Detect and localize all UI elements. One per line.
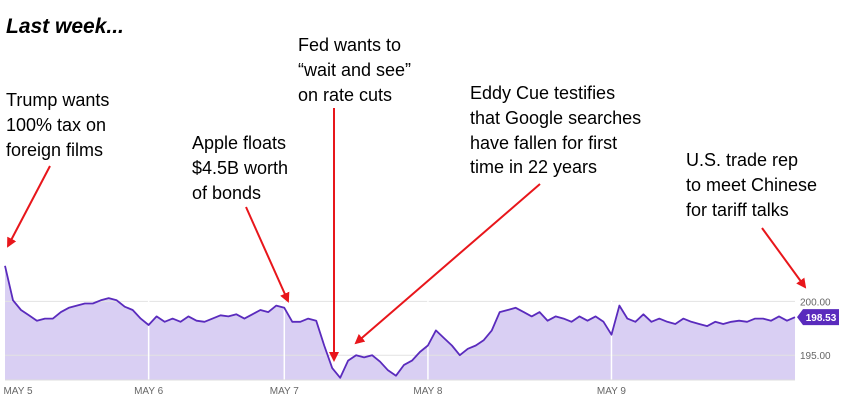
area — [5, 265, 795, 380]
arrow — [245, 206, 290, 303]
annotation-line: 100% tax on — [6, 115, 106, 135]
x-tick-label: MAY 8 — [413, 386, 443, 397]
annotation-line: Eddy Cue testifies — [470, 83, 615, 103]
annotation: U.S. trade rep to meet Chinese for tarif… — [686, 150, 822, 289]
arrow — [761, 227, 807, 289]
annotation-line: for tariff talks — [686, 200, 789, 220]
annotation-line: time in 22 years — [470, 157, 597, 177]
y-tick-label: 195.00 — [800, 351, 831, 362]
x-tick-label: MAY 9 — [597, 386, 627, 397]
annotation-line: to meet Chinese — [686, 175, 817, 195]
annotation-line: “wait and see” — [298, 60, 411, 80]
annotation-text: Apple floats $4.5B worth of bonds — [192, 133, 293, 203]
annotation-line: U.S. trade rep — [686, 150, 798, 170]
annotation-text: Trump wants 100% tax on foreign films — [6, 90, 114, 160]
annotation-line: have fallen for first — [470, 133, 617, 153]
annotation-line: $4.5B worth — [192, 158, 288, 178]
line — [4, 265, 796, 379]
x-tick-label: MAY 5 — [3, 386, 33, 397]
annotation: Eddy Cue testifies that Google searches … — [354, 83, 646, 345]
x-tick-label: MAY 7 — [270, 386, 300, 397]
arrow — [354, 183, 541, 345]
price-label: 198.53 — [806, 313, 837, 324]
arrow — [7, 165, 51, 248]
x-tick-label: MAY 6 — [134, 386, 164, 397]
price-badge — [797, 309, 839, 326]
annotation-text: U.S. trade rep to meet Chinese for tarif… — [686, 150, 822, 220]
annotation: Trump wants 100% tax on foreign films — [6, 90, 114, 248]
plot: 195.00 200.00 MAY 5 MAY 6 MAY 7 MAY 8 MAY 9 198… — [3, 255, 839, 397]
annotation-text: Eddy Cue testifies that Google searches … — [470, 83, 646, 177]
annotation-line: Apple floats — [192, 133, 286, 153]
annotation-line: Fed wants to — [298, 35, 401, 55]
chart-title: Last week... — [6, 15, 124, 38]
annotation: Fed wants to “wait and see” on rate cuts — [298, 35, 416, 362]
annotation-line: on rate cuts — [298, 85, 392, 105]
annotation-line: Trump wants — [6, 90, 109, 110]
annotation-text: Fed wants to “wait and see” on rate cuts — [298, 35, 416, 105]
annotation-line: of bonds — [192, 183, 261, 203]
annotation-line: that Google searches — [470, 108, 641, 128]
annotation: Apple floats $4.5B worth of bonds — [192, 133, 293, 303]
y-tick-label: 200.00 — [800, 297, 831, 308]
annotation-line: foreign films — [6, 140, 103, 160]
